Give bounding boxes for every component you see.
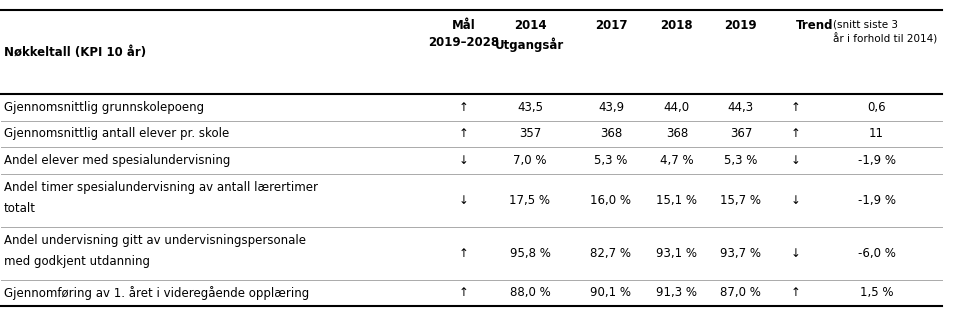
- Text: 5,3 %: 5,3 %: [725, 154, 757, 167]
- Text: Nøkkeltall (KPI 10 år): Nøkkeltall (KPI 10 år): [4, 46, 146, 59]
- Text: Gjennomsnittlig grunnskolepoeng: Gjennomsnittlig grunnskolepoeng: [4, 101, 204, 114]
- Text: 11: 11: [869, 127, 884, 141]
- Text: ↓: ↓: [791, 154, 801, 167]
- Text: ↑: ↑: [791, 286, 801, 299]
- Text: 367: 367: [729, 127, 752, 141]
- Text: Trend: Trend: [796, 19, 833, 32]
- Text: 44,0: 44,0: [664, 101, 690, 114]
- Text: 95,8 %: 95,8 %: [509, 247, 551, 259]
- Text: ↑: ↑: [459, 247, 469, 259]
- Text: 43,5: 43,5: [517, 101, 543, 114]
- Text: ↑: ↑: [459, 127, 469, 141]
- Text: Gjennomsnittlig antall elever pr. skole: Gjennomsnittlig antall elever pr. skole: [4, 127, 229, 141]
- Text: (snitt siste 3
år i forhold til 2014): (snitt siste 3 år i forhold til 2014): [833, 19, 938, 44]
- Text: 15,1 %: 15,1 %: [656, 194, 698, 207]
- Text: med godkjent utdanning: med godkjent utdanning: [4, 254, 150, 268]
- Text: Mål
2019–2028: Mål 2019–2028: [429, 19, 500, 49]
- Text: ↓: ↓: [459, 154, 469, 167]
- Text: ↓: ↓: [791, 247, 801, 259]
- Text: 44,3: 44,3: [727, 101, 754, 114]
- Text: 17,5 %: 17,5 %: [509, 194, 551, 207]
- Text: Andel elever med spesialundervisning: Andel elever med spesialundervisning: [4, 154, 230, 167]
- Text: 368: 368: [600, 127, 622, 141]
- Text: 5,3 %: 5,3 %: [594, 154, 628, 167]
- Text: Andel timer spesialundervisning av antall lærertimer: Andel timer spesialundervisning av antal…: [4, 182, 317, 194]
- Text: 357: 357: [519, 127, 541, 141]
- Text: 2017: 2017: [595, 19, 628, 32]
- Text: ↑: ↑: [791, 127, 801, 141]
- Text: 15,7 %: 15,7 %: [721, 194, 761, 207]
- Text: 43,9: 43,9: [598, 101, 624, 114]
- Text: ↑: ↑: [791, 101, 801, 114]
- Text: 91,3 %: 91,3 %: [656, 286, 698, 299]
- Text: ↓: ↓: [791, 194, 801, 207]
- Text: 1,5 %: 1,5 %: [860, 286, 894, 299]
- Text: -6,0 %: -6,0 %: [857, 247, 896, 259]
- Text: -1,9 %: -1,9 %: [857, 194, 896, 207]
- Text: 93,1 %: 93,1 %: [656, 247, 698, 259]
- Text: 16,0 %: 16,0 %: [590, 194, 631, 207]
- Text: 0,6: 0,6: [867, 101, 886, 114]
- Text: totalt: totalt: [4, 202, 36, 215]
- Text: ↑: ↑: [459, 101, 469, 114]
- Text: ↓: ↓: [459, 194, 469, 207]
- Text: 87,0 %: 87,0 %: [721, 286, 761, 299]
- Text: ↑: ↑: [459, 286, 469, 299]
- Text: 2019: 2019: [725, 19, 757, 32]
- Text: 88,0 %: 88,0 %: [509, 286, 551, 299]
- Text: 4,7 %: 4,7 %: [660, 154, 694, 167]
- Text: Andel undervisning gitt av undervisningspersonale: Andel undervisning gitt av undervisnings…: [4, 234, 306, 247]
- Text: 82,7 %: 82,7 %: [590, 247, 631, 259]
- Text: 2014
Utgangsår: 2014 Utgangsår: [495, 19, 564, 52]
- Text: -1,9 %: -1,9 %: [857, 154, 896, 167]
- Text: 7,0 %: 7,0 %: [513, 154, 547, 167]
- Text: 2018: 2018: [660, 19, 693, 32]
- Text: 90,1 %: 90,1 %: [590, 286, 631, 299]
- Text: 93,7 %: 93,7 %: [721, 247, 761, 259]
- Text: Gjennomføring av 1. året i videregående opplæring: Gjennomføring av 1. året i videregående …: [4, 286, 308, 300]
- Text: 368: 368: [666, 127, 688, 141]
